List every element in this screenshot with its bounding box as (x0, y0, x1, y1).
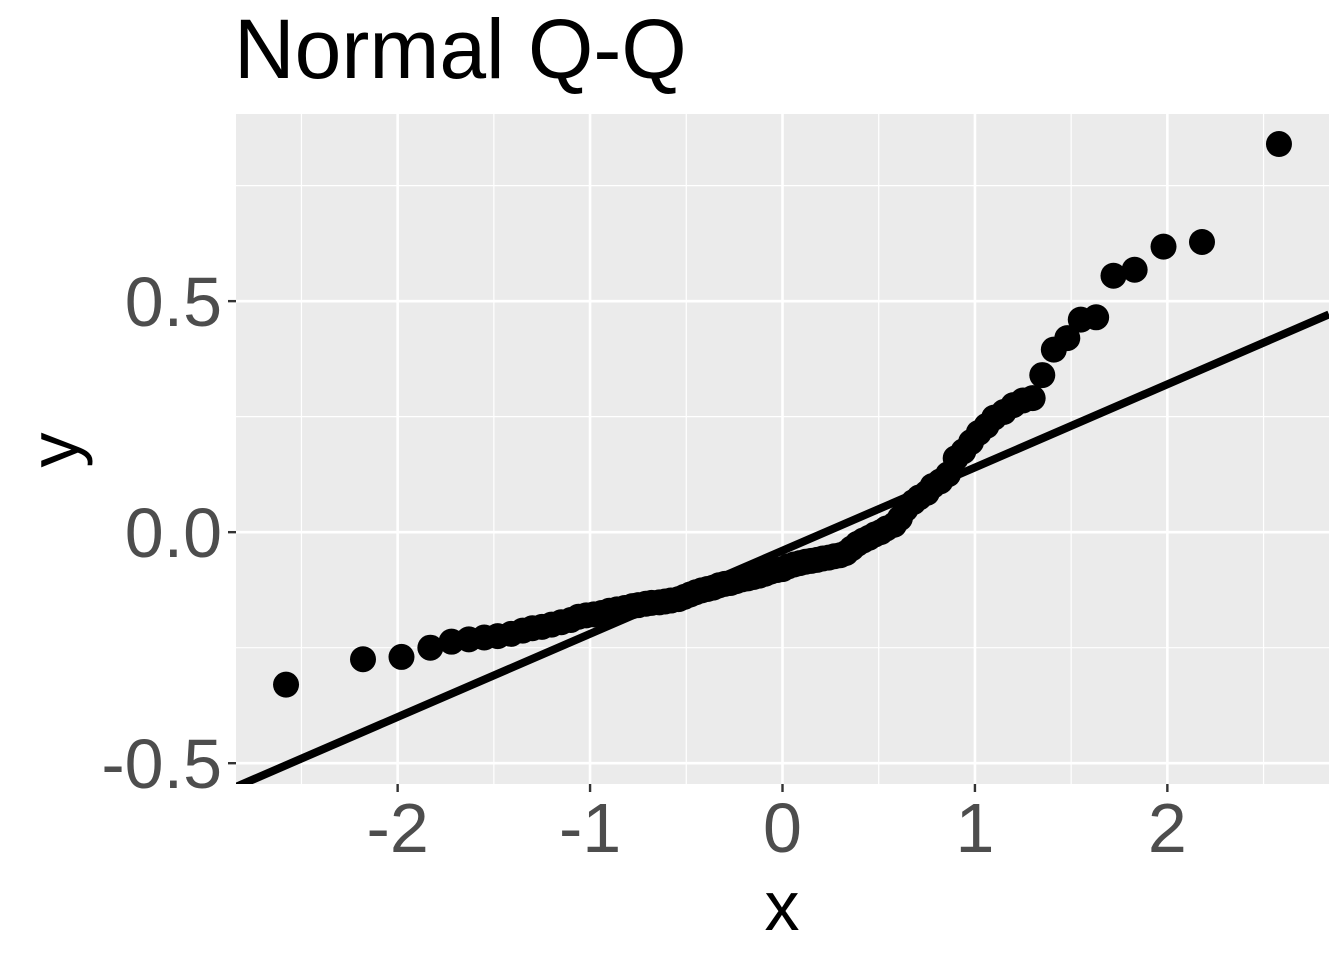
data-point (417, 634, 444, 661)
data-points (273, 131, 1292, 698)
x-axis-title: x (765, 867, 800, 945)
data-point (1188, 228, 1215, 255)
data-point (1019, 385, 1046, 412)
data-point (1054, 325, 1081, 352)
major-gridlines (236, 114, 1329, 784)
x-tick-label: -1 (559, 789, 621, 867)
x-tick-label: 2 (1148, 789, 1187, 867)
axes: -2 -1 0 1 2 -0.5 0.0 0.5 (101, 263, 1186, 867)
qq-reference-line (236, 310, 1329, 784)
reference-line-layer (236, 310, 1329, 784)
y-tick-label: 0.0 (125, 494, 222, 572)
x-tick-label: 1 (955, 789, 994, 867)
data-point (273, 671, 300, 698)
chart-title: Normal Q-Q (234, 2, 687, 96)
data-point (1100, 262, 1127, 289)
data-point (1121, 256, 1148, 283)
data-point (1150, 233, 1177, 260)
y-axis-title: y (15, 433, 93, 468)
data-point (1029, 362, 1056, 389)
data-point (388, 643, 415, 670)
x-tick-label: -2 (367, 789, 429, 867)
data-point (1083, 304, 1110, 331)
data-point (1265, 131, 1292, 158)
x-tick-label: 0 (763, 789, 802, 867)
data-point (350, 646, 377, 673)
y-tick-label: 0.5 (125, 263, 222, 341)
minor-gridlines (236, 114, 1329, 784)
y-tick-label: -0.5 (101, 725, 222, 803)
